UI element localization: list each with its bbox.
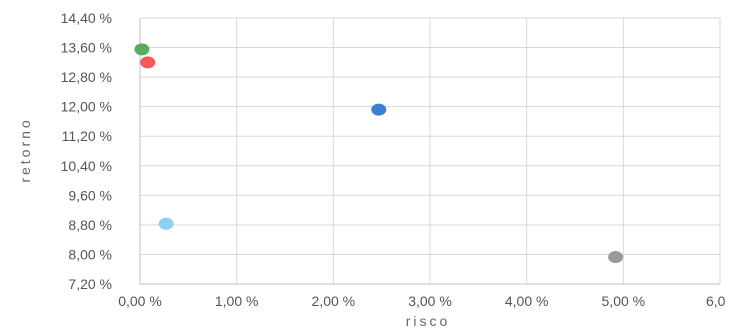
y-tick-label: 12,00 % xyxy=(61,99,112,115)
y-tick-label: 9,60 % xyxy=(68,187,112,203)
x-tick-label: 2,00 % xyxy=(312,293,356,309)
y-axis-title: retorno xyxy=(17,117,33,182)
y-tick-label: 10,40 % xyxy=(61,158,112,174)
x-tick-label: 3,00 % xyxy=(408,293,452,309)
data-points xyxy=(134,43,624,264)
y-tick-label: 11,20 % xyxy=(62,128,112,144)
data-point xyxy=(140,56,156,69)
y-tick-label: 14,40 % xyxy=(61,10,112,26)
x-tick-label: 0,00 % xyxy=(118,293,162,309)
grid xyxy=(139,17,721,285)
x-axis-ticks: 0,00 % 1,00 % 2,00 % 3,00 % 4,00 % 5,00 % 6,0 xyxy=(118,293,725,309)
data-point xyxy=(158,217,174,230)
x-axis-title: risco xyxy=(406,313,451,329)
y-tick-label: 12,80 % xyxy=(61,69,112,85)
x-tick-label: 5,00 % xyxy=(602,293,646,309)
x-tick-label: 4,00 % xyxy=(505,293,549,309)
data-point xyxy=(371,103,387,116)
y-tick-label: 8,80 % xyxy=(68,217,112,233)
data-point xyxy=(608,251,624,264)
data-point xyxy=(134,43,150,56)
x-tick-label: 6,0 xyxy=(706,293,726,309)
x-tick-label: 1,00 % xyxy=(215,293,259,309)
y-tick-label: 8,00 % xyxy=(68,246,112,262)
y-tick-label: 7,20 % xyxy=(68,276,112,292)
y-tick-label: 13,60 % xyxy=(61,40,112,56)
y-axis-ticks: 7,20 % 8,00 % 8,80 % 9,60 % 10,40 % 11,20 % 12… xyxy=(61,10,112,292)
